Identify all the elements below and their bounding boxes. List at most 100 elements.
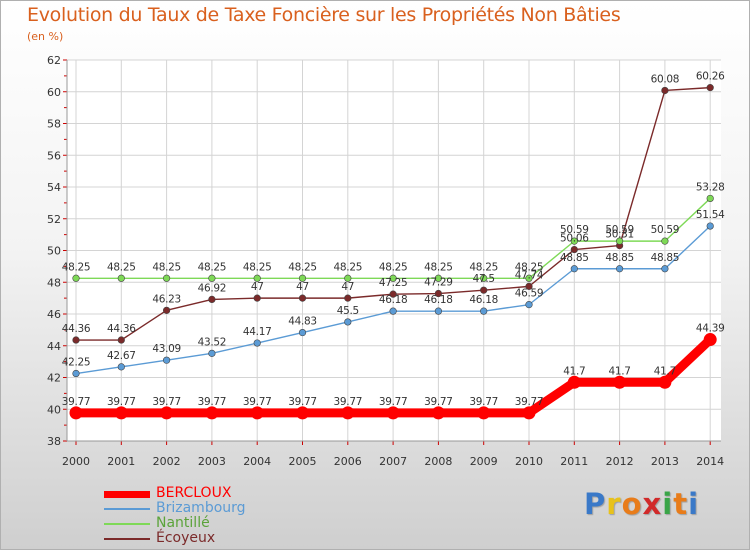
data-label: 41.7 (609, 365, 631, 377)
data-label: 39.77 (288, 396, 317, 408)
proxiti-logo: Proxiti (584, 487, 699, 521)
data-label: 48.25 (334, 261, 363, 273)
data-point (389, 307, 397, 315)
grid-lines (67, 59, 721, 442)
axes: 38 40 42 44 46 48 50 52 54 56 58 60 62 2000 2001 2002 20… (47, 54, 724, 468)
data-label: 39.77 (424, 396, 453, 408)
data-point (253, 339, 261, 347)
legend-swatch (104, 523, 150, 525)
data-label: 43.09 (152, 343, 181, 355)
x-tick-label: 2003 (198, 455, 226, 468)
data-label: 48.25 (379, 261, 408, 273)
x-tick-label: 2006 (334, 455, 362, 468)
data-point (706, 194, 714, 203)
data-label: 42.25 (62, 357, 91, 369)
data-point (341, 406, 355, 420)
data-point (208, 295, 216, 303)
x-tick-label: 2005 (289, 455, 317, 468)
data-point (298, 328, 307, 337)
y-tick-label: 56 (47, 149, 61, 162)
data-label: 46.18 (469, 294, 498, 306)
data-label: 44.36 (107, 323, 136, 335)
data-point (253, 294, 261, 302)
data-point (208, 274, 216, 282)
data-label: 48.85 (651, 252, 680, 264)
data-point (389, 274, 397, 282)
data-point (480, 307, 488, 315)
data-point (389, 290, 397, 298)
data-label: 60.26 (696, 71, 725, 83)
y-tick-label: 46 (47, 308, 61, 321)
logo-letter: o (621, 487, 643, 521)
y-tick-label: 38 (47, 435, 61, 448)
data-label: 47.5 (473, 273, 495, 285)
y-axis-unit-label: (en %) (27, 30, 64, 43)
series-lines (69, 84, 717, 420)
data-label: 44.39 (696, 323, 725, 335)
data-point (522, 406, 536, 420)
data-point (296, 406, 309, 420)
x-tick-label: 2004 (243, 455, 271, 468)
data-point (205, 406, 219, 420)
data-label: 47 (251, 281, 264, 293)
data-label: 46.92 (198, 282, 227, 294)
data-point (344, 318, 352, 326)
data-label: 50.06 (560, 233, 589, 245)
data-label: 46.23 (152, 293, 181, 305)
data-label: 48.25 (107, 261, 136, 273)
logo-letter: x (642, 487, 663, 521)
data-label: 39.77 (107, 396, 136, 408)
data-point (434, 307, 443, 315)
y-tick-label: 58 (47, 118, 61, 131)
data-label: 45.5 (337, 305, 359, 317)
data-point (570, 237, 578, 245)
data-point (298, 274, 307, 282)
y-tick-label: 62 (47, 54, 61, 67)
data-label: 48.25 (152, 261, 181, 273)
legend-label: BERCLOUX (156, 485, 232, 501)
data-point (658, 375, 672, 389)
data-point (434, 274, 443, 282)
data-label: 53.28 (696, 181, 725, 193)
x-tick-label: 2013 (651, 455, 679, 468)
data-point (344, 294, 352, 302)
data-label: 46.59 (515, 288, 544, 300)
data-point (298, 294, 307, 302)
data-label: 39.77 (334, 396, 363, 408)
y-tick-label: 54 (47, 181, 61, 194)
data-label: 50.31 (605, 229, 634, 241)
data-label: 41.7 (563, 365, 585, 377)
x-tick-label: 2011 (560, 455, 588, 468)
data-point (703, 333, 717, 347)
data-point (706, 84, 714, 92)
data-point (253, 274, 261, 282)
data-point (525, 274, 533, 282)
data-point (525, 301, 533, 309)
data-point (208, 349, 216, 357)
data-point (163, 306, 171, 314)
data-label: 48.85 (605, 252, 634, 264)
data-label: 48.25 (288, 261, 317, 273)
data-label: 46.18 (379, 294, 408, 306)
data-label: 48.25 (198, 261, 227, 273)
data-label: 39.77 (198, 396, 227, 408)
data-point (386, 406, 400, 420)
y-tick-label: 44 (47, 340, 61, 353)
data-label: 47 (296, 281, 309, 293)
data-point (163, 356, 171, 364)
data-point (72, 274, 80, 282)
data-label: 48.25 (62, 261, 91, 273)
data-label: 39.77 (243, 396, 272, 408)
y-tick-label: 50 (47, 245, 61, 258)
data-point (69, 406, 83, 420)
x-tick-label: 2008 (424, 455, 452, 468)
legend-swatch (104, 491, 150, 498)
data-point (480, 274, 488, 282)
data-point (250, 406, 264, 420)
data-label: 42.67 (107, 350, 136, 362)
data-label: 50.59 (605, 224, 634, 236)
data-point (567, 375, 581, 389)
data-label: 39.77 (62, 396, 91, 408)
data-label: 48.25 (424, 261, 453, 273)
